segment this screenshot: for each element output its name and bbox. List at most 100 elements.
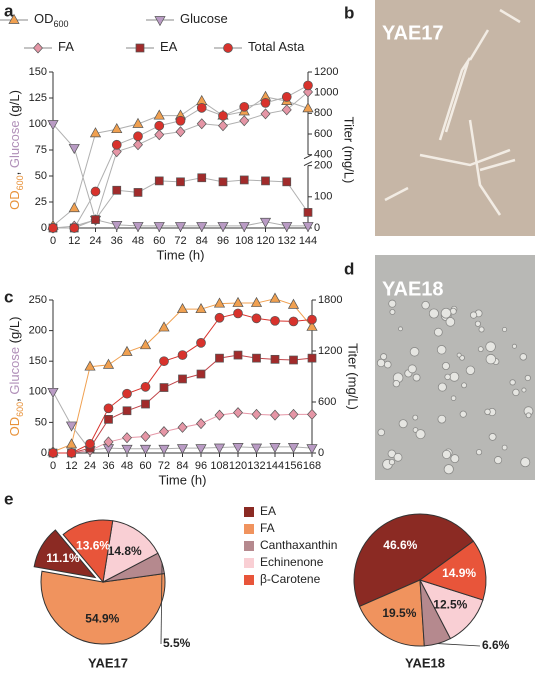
marker [307,314,317,325]
marker [251,313,262,324]
y2-tick-label: 0 [318,447,324,459]
marker [287,443,300,454]
marker [213,443,226,454]
marker [139,339,152,350]
y-tick-label: 0 [41,447,47,459]
y2-tick-label: 100 [314,191,332,203]
marker [65,421,78,432]
marker [177,421,188,433]
marker [91,215,100,224]
cell [441,361,450,371]
legend-label-part: Glucose [180,11,228,26]
marker [122,432,132,444]
cell [459,410,467,418]
pie-slice [62,519,114,584]
legend-marker [33,42,43,54]
marker [176,302,189,314]
x-tick-label: 12 [68,235,80,247]
pie-slice [353,513,475,608]
legend-marker [135,43,145,53]
cell [520,457,531,468]
marker [103,403,114,414]
legend-label: Total Asta [248,39,305,54]
cell [388,299,397,308]
marker [269,292,281,303]
marker [48,223,58,233]
legend-label-part: OD [34,11,54,26]
marker [141,399,150,409]
marker [158,321,170,332]
marker [69,223,80,233]
x-tick-label: 60 [153,235,165,247]
x-tick-label: 84 [196,235,208,247]
cell [409,347,420,357]
marker [196,222,208,233]
legend-label: Echinenone [260,555,324,569]
marker [196,369,206,379]
filament [419,148,511,167]
image-label: YAE17 [382,22,444,44]
marker [111,146,122,158]
filament [384,186,409,202]
cell [521,387,527,393]
marker [233,407,243,419]
y2-tick-label: 400 [314,149,332,161]
pie-value-label: 11.1% [46,551,80,565]
cell [456,352,462,358]
marker [281,222,293,233]
cell [380,353,388,361]
filament [444,61,470,133]
cell [509,379,516,386]
pie-title: YAE18 [405,655,445,670]
cell [443,464,454,475]
marker [239,101,250,112]
x-tick-label: 144 [299,235,317,247]
marker [197,173,207,183]
pie-value-label: 12.5% [433,598,467,612]
y-axis-label-part: (g/L) [7,90,22,120]
marker [289,355,298,365]
legend-label: β-Carotene [260,572,321,586]
x-axis-label: Time (h) [157,247,205,262]
x-tick-label: 48 [132,235,144,247]
y-axis-label-part: Glucose [7,347,22,395]
marker [196,337,206,348]
marker [218,177,228,187]
y-tick-label: 150 [29,355,47,367]
marker [176,177,185,187]
legend-label-sub: 600 [54,19,69,29]
marker [239,175,249,185]
marker [176,444,189,455]
leader-line [160,563,163,645]
y2-tick-label: 1000 [314,87,338,99]
cell [469,311,478,319]
marker [238,222,250,233]
pie-value-label: 6.6% [482,638,510,652]
marker [260,108,271,120]
marker [195,444,207,455]
legend-marker [154,16,166,27]
marker [281,92,292,102]
x-tick-label: 96 [217,235,229,247]
marker [133,131,143,142]
micrograph: YAE18 [375,255,535,480]
marker [302,222,314,233]
leader-line [437,643,481,647]
y-tick-label: 250 [29,294,47,306]
cell [442,449,452,459]
cell [398,419,408,429]
marker [112,185,122,195]
cell [465,365,476,375]
marker [196,118,207,130]
pie-value-label: 14.8% [108,544,142,558]
marker [281,104,292,116]
legend-label: FA [58,39,74,54]
y-tick-label: 125 [29,92,47,104]
y-axis-label-part: 600 [15,402,25,417]
marker [196,103,207,113]
marker [140,430,151,443]
panel-letter: c [4,287,13,306]
marker [307,353,317,363]
x-tick-label: 120 [229,460,247,472]
y-axis-label: OD600, Glucose (g/L) [7,317,25,437]
